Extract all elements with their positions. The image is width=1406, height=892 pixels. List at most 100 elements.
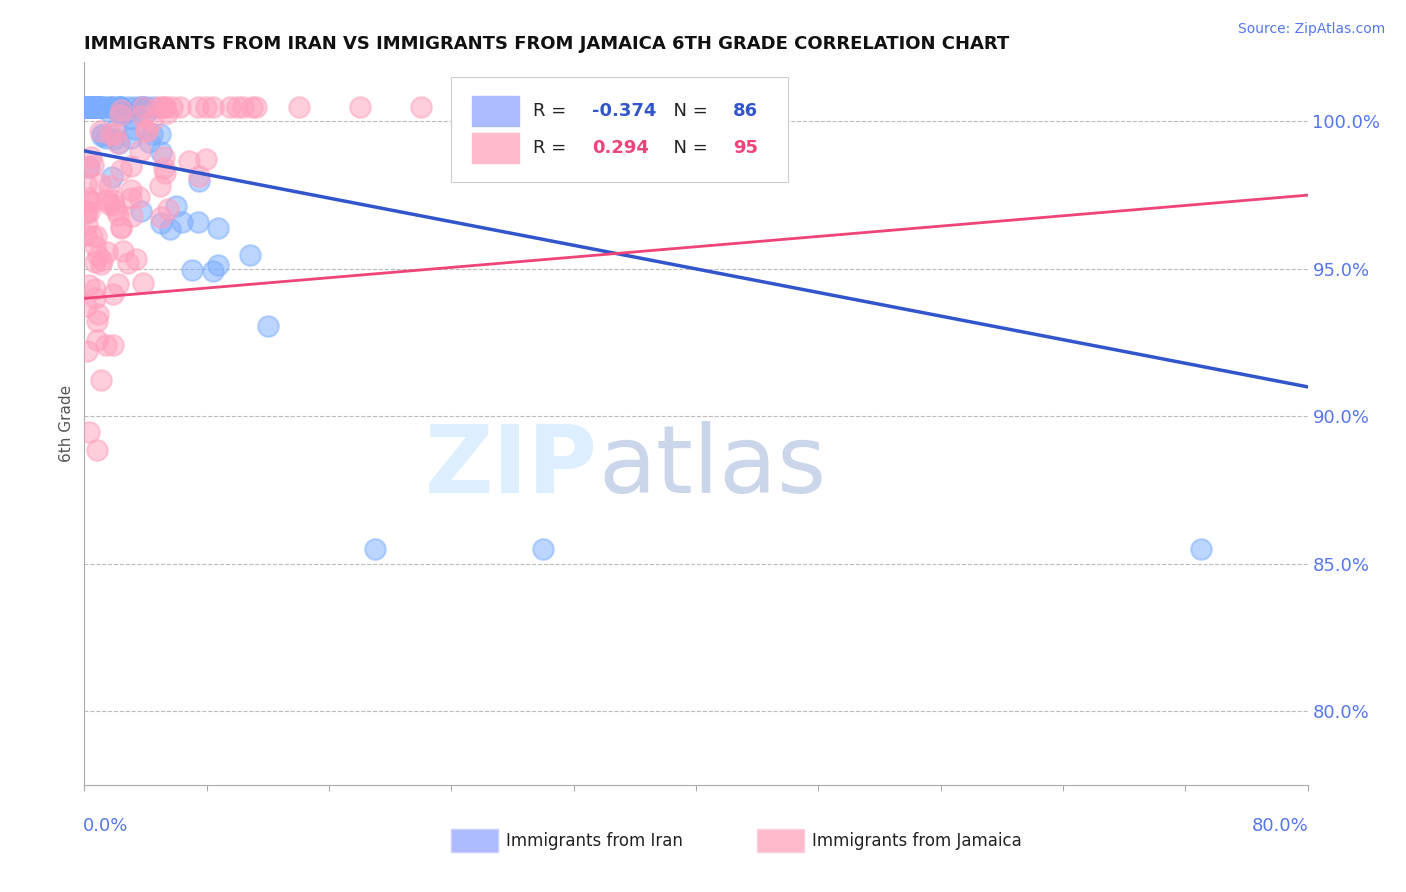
Point (101, 170, 124, 185)
Point (75, 206, 97, 220)
Point (129, 100, 152, 114)
Point (77, 425, 100, 439)
Point (96, 245, 118, 260)
Point (135, 123, 157, 137)
Point (80, 100, 103, 114)
Point (75, 204, 97, 219)
Point (117, 256, 139, 270)
Point (84, 282, 107, 296)
Point (142, 100, 165, 114)
Point (76, 343, 98, 358)
Point (188, 173, 211, 187)
Point (86, 100, 108, 114)
Text: Source: ZipAtlas.com: Source: ZipAtlas.com (1237, 22, 1385, 37)
Point (486, 100, 509, 114)
Point (129, 144, 152, 158)
Point (91, 100, 114, 114)
Point (110, 162, 132, 177)
Text: N =: N = (662, 102, 713, 120)
Point (115, 106, 138, 120)
Point (91, 128, 114, 143)
Point (94, 338, 117, 352)
FancyBboxPatch shape (758, 829, 804, 852)
Point (79, 205, 101, 219)
Point (108, 136, 131, 150)
Point (75, 227, 97, 242)
Point (104, 127, 127, 141)
Point (240, 100, 263, 114)
Point (75, 100, 97, 114)
Point (141, 114, 163, 128)
Point (76, 100, 98, 114)
Point (131, 204, 153, 219)
Point (90, 100, 112, 114)
Point (84, 239, 107, 253)
Point (82, 100, 104, 114)
Point (80, 100, 103, 114)
Point (132, 100, 155, 114)
Text: R =: R = (533, 102, 572, 120)
Text: ZIP: ZIP (425, 421, 598, 513)
Point (287, 100, 309, 114)
Point (86, 333, 108, 347)
Point (117, 100, 139, 114)
Point (90, 127, 112, 141)
Point (153, 100, 176, 114)
Point (75, 299, 97, 313)
Point (82, 100, 104, 114)
Point (107, 100, 129, 114)
Point (94, 193, 117, 207)
Point (98, 127, 121, 141)
Point (122, 100, 145, 114)
Point (120, 183, 142, 197)
Point (160, 100, 183, 114)
Point (121, 209, 143, 223)
Point (86, 314, 108, 328)
Point (104, 123, 127, 137)
Point (107, 277, 129, 291)
Point (194, 100, 217, 114)
Point (245, 100, 267, 114)
Point (90, 257, 112, 271)
Point (87, 100, 110, 114)
Point (153, 161, 176, 175)
Point (103, 198, 125, 212)
Point (110, 103, 132, 117)
Point (110, 100, 132, 114)
Point (77, 100, 100, 114)
Point (77, 100, 100, 114)
Point (101, 193, 124, 207)
Point (97, 197, 120, 211)
Point (97, 103, 120, 118)
Point (75, 100, 97, 114)
Point (103, 132, 125, 146)
Point (82, 158, 104, 172)
Point (97, 178, 120, 193)
Text: 0.294: 0.294 (592, 138, 650, 157)
Point (152, 150, 174, 164)
Point (150, 145, 173, 160)
Point (128, 190, 150, 204)
Text: 95: 95 (733, 138, 758, 157)
Point (96, 100, 118, 114)
Point (149, 128, 172, 142)
Point (232, 100, 254, 114)
Point (84, 100, 107, 114)
Point (120, 112, 142, 126)
Point (94, 130, 117, 145)
Point (76, 100, 98, 114)
Point (187, 215, 209, 229)
Point (165, 199, 187, 213)
Point (170, 215, 193, 229)
Point (75, 177, 97, 191)
Text: 80.0%: 80.0% (1253, 817, 1309, 836)
Point (89, 123, 111, 137)
Point (149, 216, 172, 230)
Point (75, 100, 97, 114)
Point (77, 160, 100, 174)
FancyBboxPatch shape (472, 95, 519, 126)
Point (89, 100, 111, 114)
Point (108, 106, 131, 120)
Point (120, 191, 142, 205)
FancyBboxPatch shape (451, 829, 498, 852)
